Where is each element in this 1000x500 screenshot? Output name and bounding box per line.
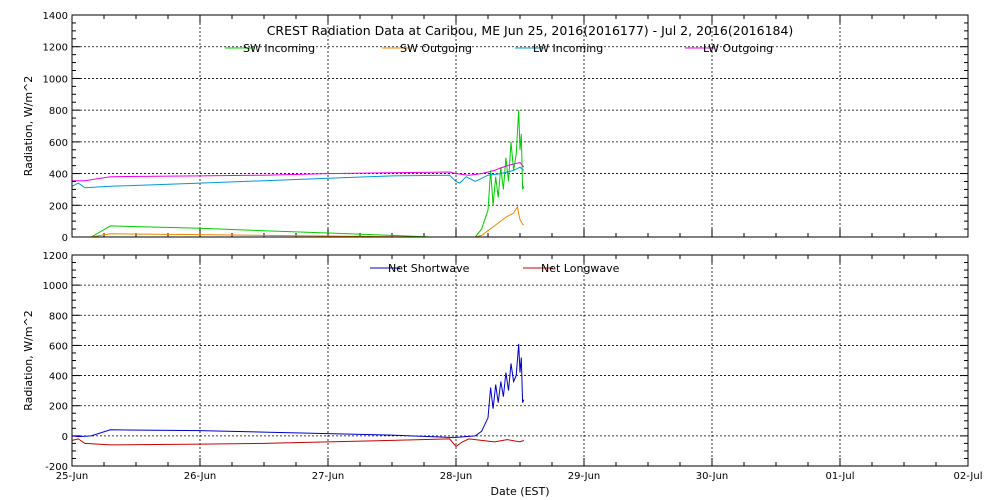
x-tick-label: 02-Jul [954,471,983,482]
y-tick-label: 200 [49,402,68,413]
plot-frame [71,254,969,467]
series-line-net-shortwave [71,343,525,438]
legend-label: LW Outgoing [703,42,773,55]
y-tick-label: 0 [62,233,68,244]
y-tick-label: 800 [49,311,68,322]
x-axis-title: Date (EST) [490,485,549,498]
series-line-sw-incoming [90,110,525,238]
legend-label: Net Longwave [541,262,620,275]
y-tick-label: 400 [49,372,68,383]
legend-label: LW Incoming [533,42,603,55]
series-line-sw-outgoing [91,205,525,238]
plot-frame [71,14,969,238]
x-tick-label: 28-Jun [440,471,473,482]
legend-label: SW Incoming [243,42,315,55]
series-line-net-longwave [71,438,524,448]
x-tick-label: 30-Jun [696,471,729,482]
x-tick-label: 26-Jun [184,471,217,482]
y-tick-label: 600 [49,341,68,352]
legend-label: Net Shortwave [388,262,470,275]
y-axis-title: Radiation, W/m^2 [22,310,35,411]
y-tick-label: -200 [45,462,68,473]
x-tick-label: 25-Jun [56,471,89,482]
y-tick-label: 800 [49,106,68,117]
x-tick-label: 29-Jun [568,471,601,482]
y-tick-label: 1200 [43,43,68,54]
y-tick-label: 600 [49,138,68,149]
y-tick-label: 1000 [43,74,68,85]
chart-title: CREST Radiation Data at Caribou, ME Jun … [267,23,794,38]
y-tick-label: 1000 [43,281,68,292]
x-tick-label: 01-Jul [826,471,855,482]
top-panel: 0 200 400 600 800 1000 1200 1400 Radiation, W/m^… [22,11,969,244]
bottom-panel: -200 0 200 400 600 800 1000 1200 25-Jun 26-Jun 27-… [22,251,982,482]
y-tick-label: 1400 [43,11,68,22]
y-tick-label: 1200 [43,251,68,262]
series-line-lw-outgoing [72,161,525,182]
y-axis-title: Radiation, W/m^2 [22,76,35,177]
x-tick-label: 27-Jun [312,471,345,482]
series-line-lw-incoming [71,166,525,189]
y-tick-label: 0 [62,432,68,443]
legend-label: SW Outgoing [400,42,472,55]
y-tick-label: 400 [49,170,68,181]
y-tick-label: 200 [49,201,68,212]
